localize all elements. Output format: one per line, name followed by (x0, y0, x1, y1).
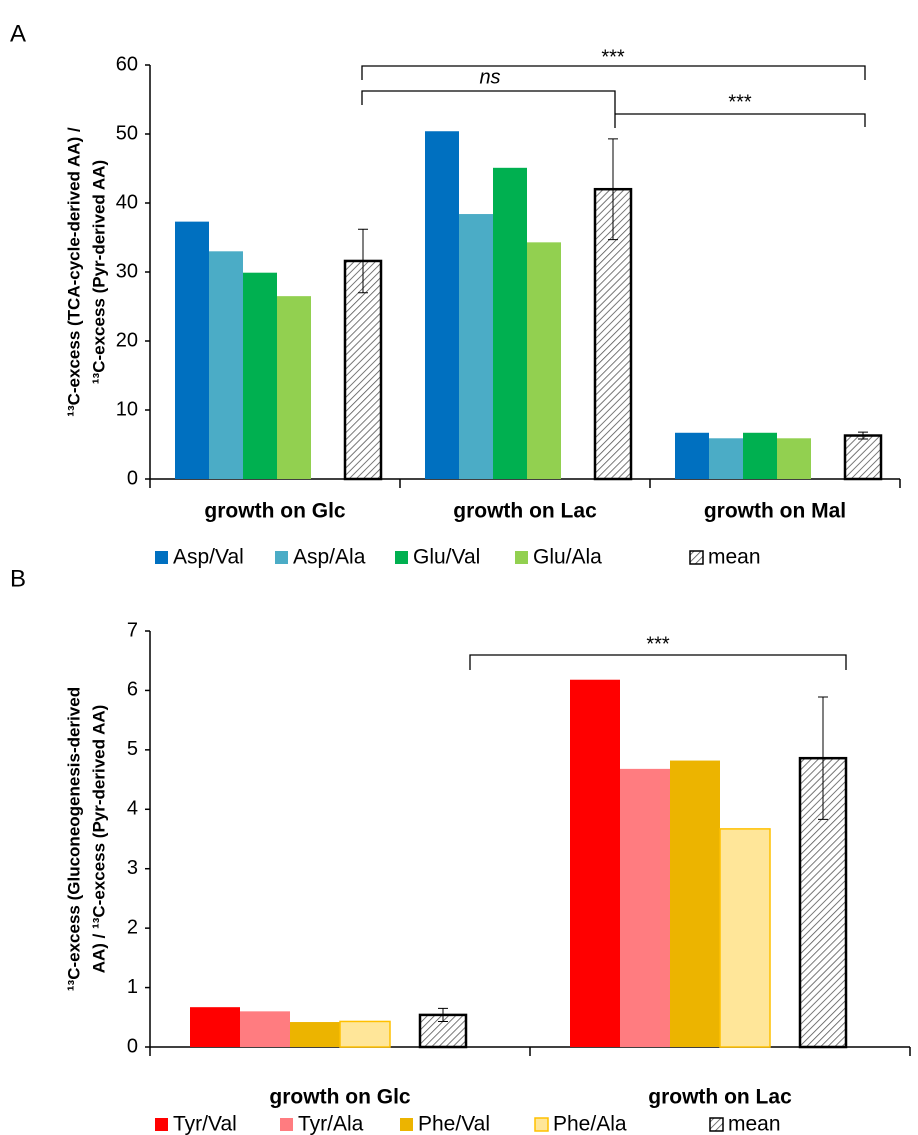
bar (209, 251, 243, 479)
legend-swatch (395, 551, 408, 564)
x-tick-label: growth on Lac (453, 500, 597, 523)
y-tick-label: 3 (127, 857, 138, 879)
significance-bracket (361, 90, 616, 128)
legend-swatch (155, 551, 168, 564)
y-tick-label: 6 (127, 679, 138, 701)
bar (277, 296, 311, 479)
error-bar (438, 1007, 448, 1022)
error-bar (818, 696, 828, 820)
error-bar (358, 228, 368, 294)
x-tick-label: growth on Glc (269, 1086, 410, 1109)
y-tick-label: 5 (127, 738, 138, 760)
bar (843, 434, 883, 481)
panel-label: A (10, 20, 26, 47)
legend-swatch (689, 550, 704, 565)
legend-label: Phe/Ala (553, 1113, 627, 1135)
legend-label: Glu/Ala (533, 546, 602, 569)
significance-label: *** (601, 46, 625, 68)
y-tick-label: 4 (127, 798, 138, 820)
y-axis-label: ¹³C-excess (Gluconeogenesis-derived (64, 687, 83, 991)
bar (425, 131, 459, 480)
legend-label: Tyr/Ala (298, 1113, 364, 1135)
significance-label: *** (646, 633, 670, 655)
legend-label: Phe/Val (418, 1113, 490, 1135)
legend-label: mean (728, 1113, 781, 1135)
bar (339, 1020, 391, 1048)
y-tick-label: 0 (127, 467, 138, 489)
bar (418, 1013, 468, 1049)
bar (290, 1022, 340, 1047)
x-tick-label: growth on Glc (204, 500, 345, 523)
bar (719, 828, 771, 1048)
legend-label: Asp/Val (173, 546, 244, 569)
bar (743, 432, 777, 479)
bar (343, 259, 383, 481)
y-axis-label: ¹³C-excess (Pyr-derived AA) (89, 160, 108, 384)
legend-swatch (275, 551, 288, 564)
y-tick-label: 1 (127, 976, 138, 998)
error-bar (608, 138, 618, 241)
y-axis-label: AA) / ¹³C-excess (Pyr-derived AA) (89, 705, 108, 974)
bar (670, 760, 720, 1047)
legend-label: Asp/Ala (293, 546, 366, 569)
y-tick-label: 2 (127, 916, 138, 938)
legend-label: mean (708, 546, 761, 569)
legend-swatch (534, 1117, 549, 1132)
bar (570, 679, 620, 1047)
x-tick-label: growth on Mal (704, 500, 846, 523)
legend-label: Glu/Val (413, 546, 480, 569)
y-axis-label: ¹³C-excess (TCA-cycle-derived AA) / (64, 127, 83, 417)
legend-label: Tyr/Val (173, 1113, 237, 1135)
bar (175, 221, 209, 479)
error-bar (858, 431, 868, 440)
y-tick-label: 30 (116, 260, 138, 282)
y-tick-label: 0 (127, 1035, 138, 1057)
bar (675, 432, 709, 479)
bar (243, 272, 277, 479)
bar (593, 187, 633, 481)
bar (459, 214, 493, 480)
significance-bracket (469, 654, 847, 670)
significance-label: ns (479, 66, 500, 88)
significance-bracket (361, 65, 866, 80)
legend-swatch (280, 1118, 293, 1131)
legend-swatch (709, 1117, 724, 1132)
bar (190, 1007, 240, 1047)
y-tick-label: 20 (116, 329, 138, 351)
bar (493, 167, 527, 479)
bar (777, 438, 811, 479)
legend-swatch (400, 1118, 413, 1131)
y-tick-label: 50 (116, 122, 138, 144)
significance-label: *** (728, 91, 752, 113)
panel-label: B (10, 565, 26, 592)
bar (240, 1011, 290, 1047)
legend-swatch (515, 551, 528, 564)
y-tick-label: 7 (127, 619, 138, 641)
y-tick-label: 60 (116, 53, 138, 75)
bar (709, 438, 743, 479)
x-tick-label: growth on Lac (648, 1086, 792, 1109)
y-tick-label: 40 (116, 191, 138, 213)
bar (527, 242, 561, 479)
significance-bracket (615, 113, 866, 127)
bar (620, 768, 670, 1047)
legend-swatch (155, 1118, 168, 1131)
y-tick-label: 10 (116, 398, 138, 420)
